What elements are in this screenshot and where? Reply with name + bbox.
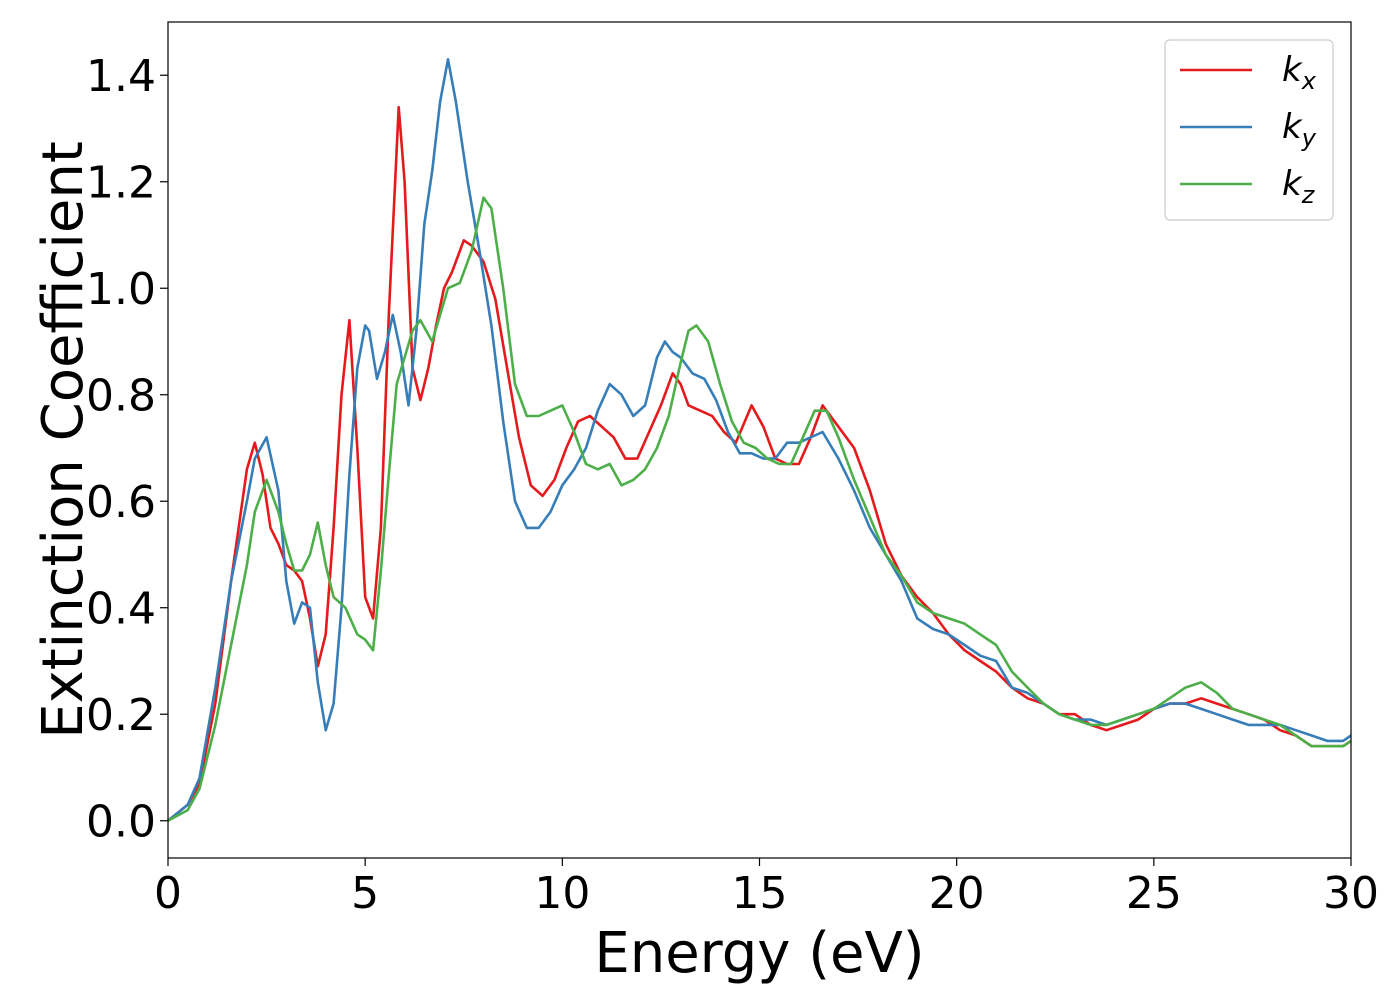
y-tick-label: 0.8 — [86, 371, 156, 422]
series-line-kx — [167, 105, 1352, 822]
x-tick-label: 25 — [1126, 868, 1182, 919]
y-tick-label: 1.4 — [86, 51, 156, 102]
y-tick-label: 1.0 — [86, 264, 156, 315]
y-axis-label: Extinction Coefficient — [31, 141, 96, 739]
legend-box — [1164, 39, 1334, 221]
x-tick-label: 10 — [534, 868, 590, 919]
y-tick-label: 0.4 — [86, 584, 156, 635]
x-tick-label: 0 — [154, 868, 182, 919]
x-tick-label: 20 — [929, 868, 985, 919]
x-axis: 0 5 10 15 20 25 30 — [154, 858, 1379, 919]
x-axis-label: Energy (eV) — [594, 921, 924, 986]
series-layer — [167, 57, 1352, 822]
series-line-kz — [167, 196, 1352, 822]
y-tick-label: 1.2 — [86, 158, 156, 209]
x-tick-label: 5 — [351, 868, 379, 919]
x-tick-label: 30 — [1323, 868, 1379, 919]
y-tick-label: 0.6 — [86, 477, 156, 528]
x-tick-label: 15 — [732, 868, 788, 919]
y-tick-label: 0.2 — [86, 690, 156, 741]
y-axis: 0.0 0.2 0.4 0.6 0.8 1.0 1.2 1.4 — [86, 51, 168, 848]
y-tick-label: 0.0 — [86, 797, 156, 848]
